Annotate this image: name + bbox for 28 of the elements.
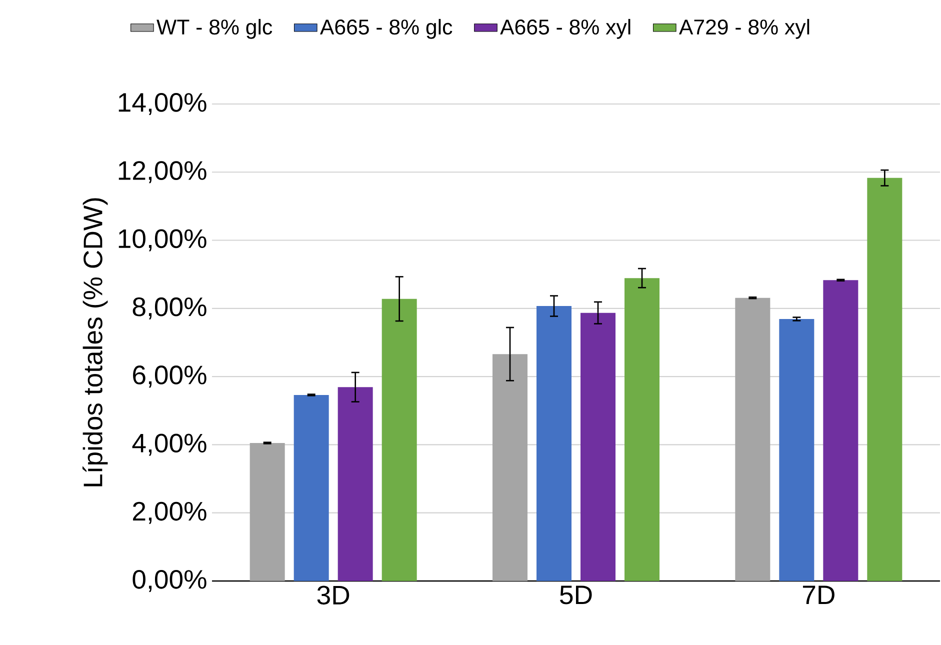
y-tick-label: 0,00% [132, 570, 206, 592]
bar [624, 278, 660, 581]
y-tick-label: 14,00% [118, 92, 206, 116]
bar [536, 306, 572, 581]
bar [779, 318, 814, 581]
bar [294, 394, 329, 581]
x-tick-label: 5D [560, 586, 592, 604]
y-tick-label: 8,00% [132, 297, 206, 320]
bar [823, 280, 858, 581]
legend-label: WT - 8% glc [156, 18, 272, 39]
bar [250, 442, 285, 581]
y-tick-label: 10,00% [118, 229, 206, 252]
y-tick-label: 2,00% [133, 502, 206, 524]
y-tick-label: 12,00% [118, 161, 206, 184]
bar [735, 298, 770, 581]
legend-label: A665 - 8% glc [320, 18, 452, 39]
x-tick-label: 3D [317, 586, 350, 605]
bar [867, 178, 902, 581]
x-tick-label: 7D [802, 586, 834, 604]
legend-label: A665 - 8% xyl [500, 18, 630, 39]
bar [338, 387, 373, 581]
bar [492, 354, 528, 581]
bar [382, 298, 417, 581]
y-axis-title: Lípidos totales (% CDW) [82, 198, 108, 486]
bar [580, 312, 616, 581]
legend-label: A729 - 8% xyl [679, 18, 810, 39]
y-tick-label: 4,00% [132, 434, 206, 456]
y-tick-label: 6,00% [133, 366, 206, 388]
